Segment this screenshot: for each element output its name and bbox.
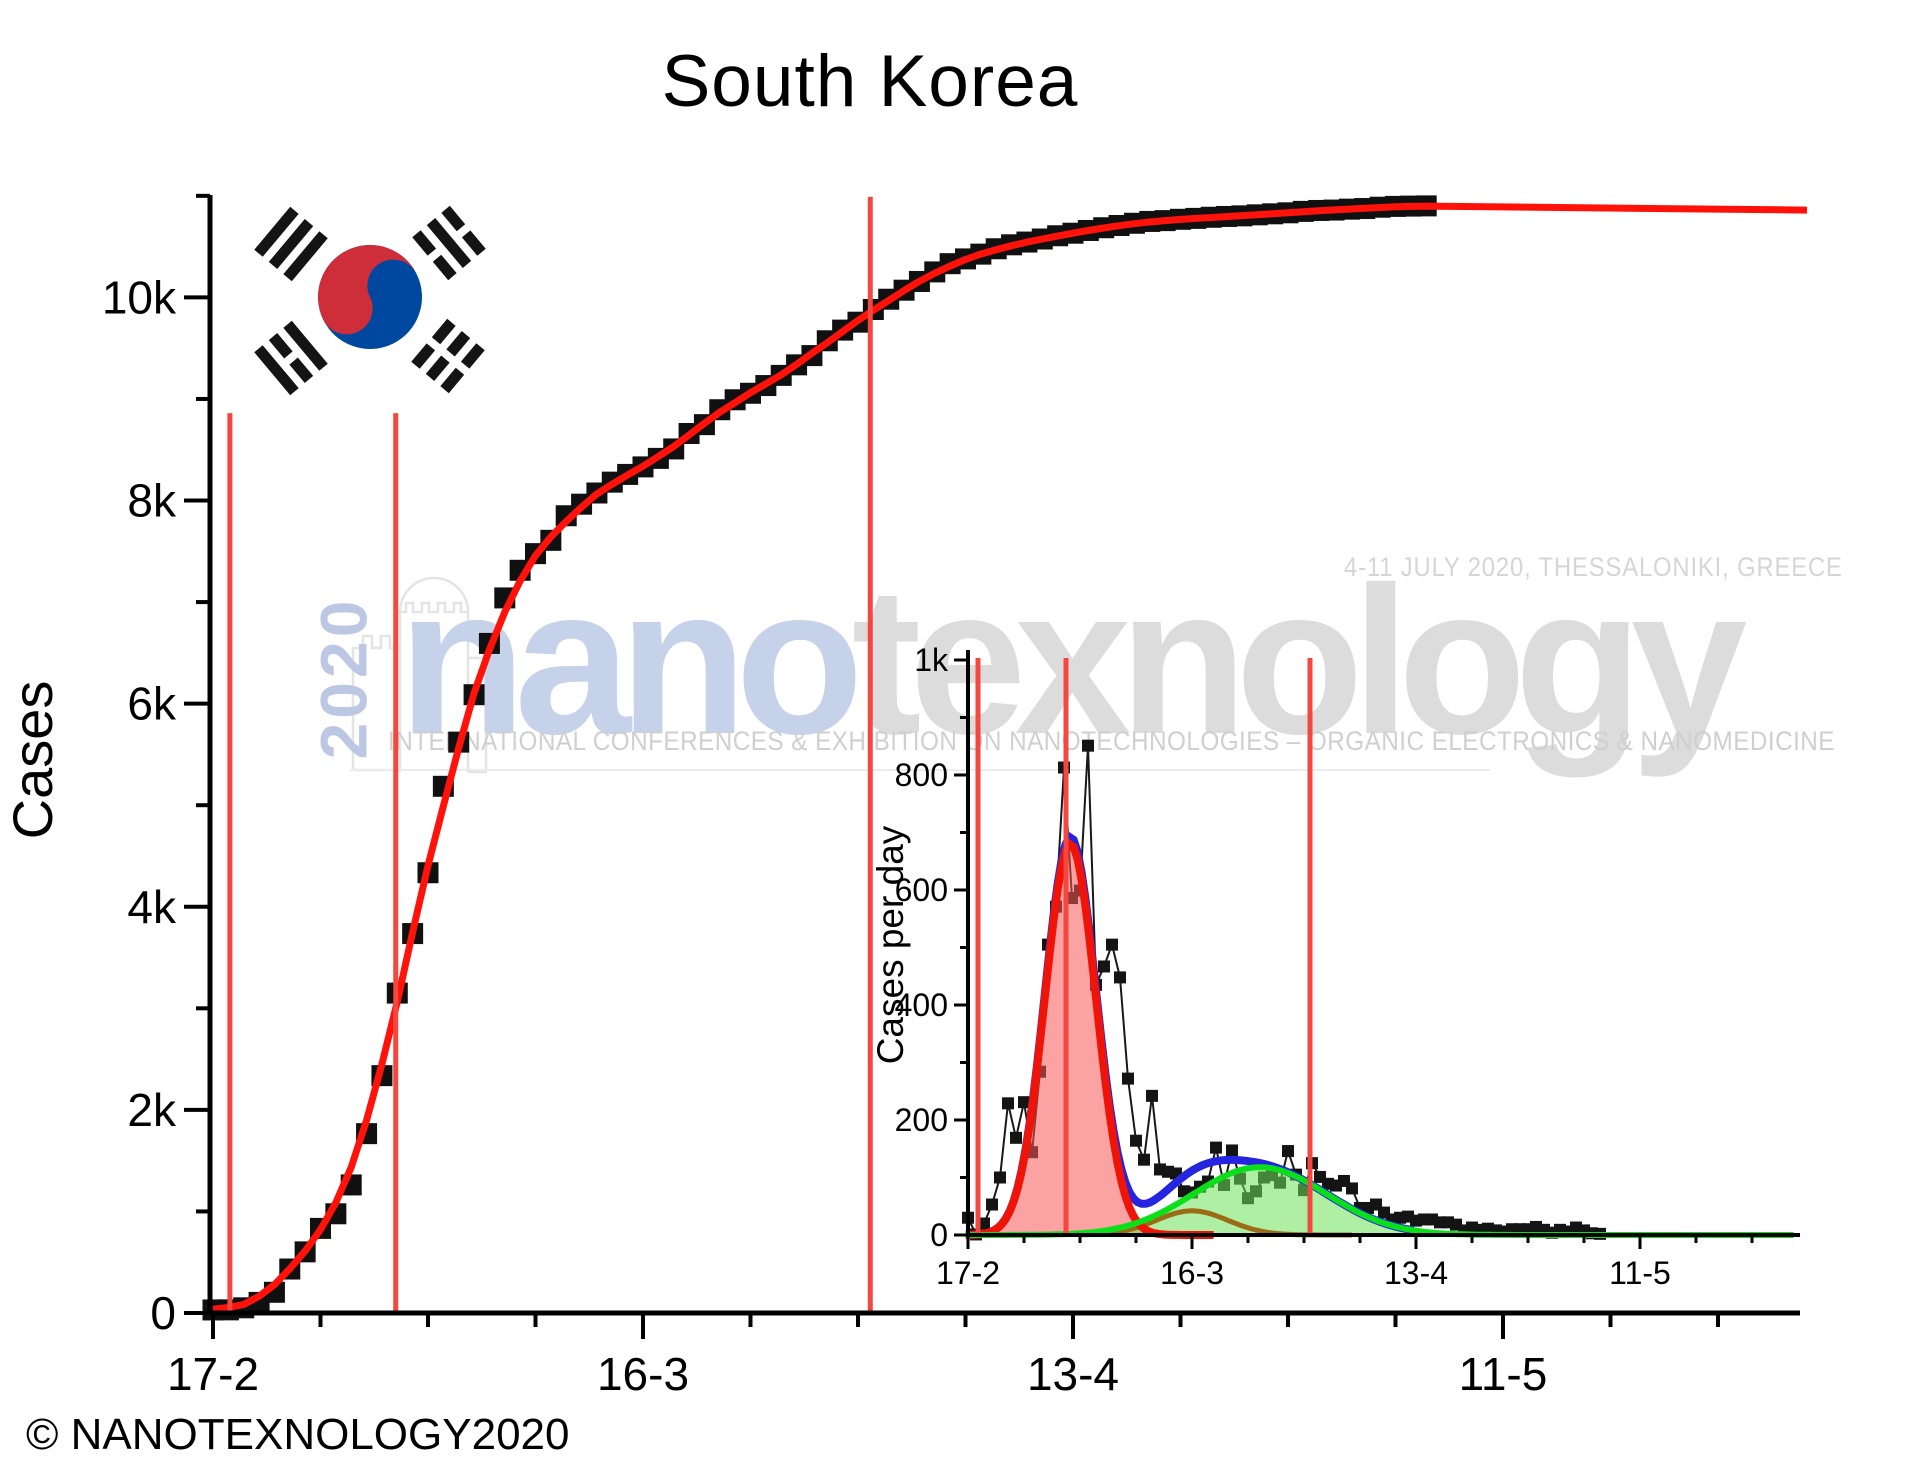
main-y-tick-label: 10k (102, 271, 177, 323)
watermark-conference-line: INTERNATIONAL CONFERENCES & EXHIBITION O… (388, 726, 1835, 756)
main-axes (207, 195, 1800, 1316)
inset-chart: 0 200 400 600 800 1k 17-2 16-3 13-4 11-5 Cases per… (870, 642, 1800, 1291)
flag-trigram (254, 206, 328, 282)
watermark-texnology: texnology (851, 543, 1748, 778)
main-fit-curve (212, 202, 1808, 1313)
inset-axes (966, 650, 1800, 1237)
main-y-tick-label: 6k (127, 678, 177, 730)
flag-trigram (254, 320, 328, 396)
flag-trigram (411, 318, 485, 394)
main-y-ticks: 0 2k 4k 6k 8k 10k (102, 193, 210, 1339)
main-x-ticks: 17-2 16-3 13-4 11-5 (167, 1313, 1720, 1400)
main-y-tick-label: 8k (127, 475, 177, 527)
main-y-tick-label: 2k (127, 1084, 177, 1136)
main-y-tick-label: 0 (150, 1287, 176, 1339)
inset-y-tick-label: 200 (895, 1102, 948, 1138)
watermark-nano: nano (398, 543, 864, 778)
main-event-lines (227, 196, 873, 1311)
inset-x-tick-label: 16-3 (1160, 1255, 1224, 1291)
inset-y-tick-label: 0 (930, 1217, 948, 1253)
main-x-tick-label: 13-4 (1027, 1348, 1119, 1400)
inset-x-ticks: 17-2 16-3 13-4 11-5 (936, 1235, 1754, 1291)
main-x-tick-label: 11-5 (1459, 1348, 1548, 1400)
inset-event-lines (975, 658, 1313, 1233)
inset-y-tick-label: 800 (895, 757, 948, 793)
watermark-divider-line (350, 769, 1490, 771)
main-chart: 0 2k 4k 6k 8k 10k 17-2 16-3 13-4 11-5 Cases (1, 193, 1808, 1400)
white-tower-castle-watermark (351, 576, 488, 774)
main-y-tick-label: 4k (127, 881, 177, 933)
watermark-nanotexnology: nanotexnology (398, 556, 1747, 766)
taeguk-symbol (318, 245, 422, 349)
main-y-axis-label: Cases (1, 681, 64, 840)
inset-y-tick-label: 1k (914, 642, 949, 678)
copyright-label: © NANOTEXNOLOGY2020 (26, 1410, 570, 1459)
inset-x-tick-label: 11-5 (1609, 1255, 1671, 1291)
south-korea-flag (254, 205, 486, 396)
second-wave-fill (965, 1167, 1796, 1235)
chart-title: South Korea (661, 41, 1079, 122)
inset-y-tick-label: 400 (895, 987, 948, 1023)
flag-trigrams (254, 205, 486, 396)
main-x-tick-label: 16-3 (597, 1348, 689, 1400)
watermark-date-line: 4-11 JULY 2020, THESSALONIKI, GREECE (1344, 552, 1843, 582)
flag-trigram (412, 205, 486, 281)
main-x-tick-label: 17-2 (167, 1348, 259, 1400)
inset-y-ticks: 0 200 400 600 800 1k (895, 642, 968, 1253)
inset-x-tick-label: 17-2 (936, 1255, 1000, 1291)
inset-y-axis-label: Cases per day (870, 825, 911, 1064)
inset-x-tick-label: 13-4 (1384, 1255, 1448, 1291)
inset-y-tick-label: 600 (895, 872, 948, 908)
